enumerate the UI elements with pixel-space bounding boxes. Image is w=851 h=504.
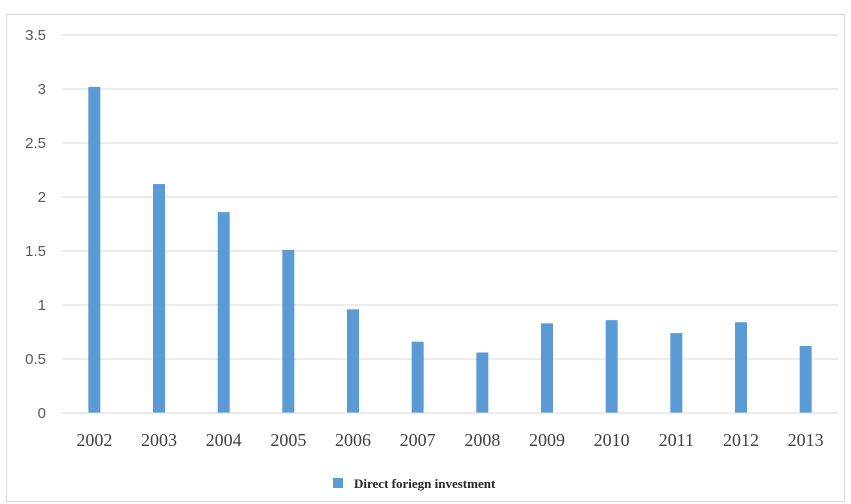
bar: [605, 320, 618, 413]
bar: [217, 212, 230, 413]
x-tick-label: 2002: [76, 430, 112, 450]
x-tick-label: 2003: [141, 430, 177, 450]
y-tick-label: 2: [38, 189, 46, 206]
x-tick-label: 2013: [788, 430, 824, 450]
bar: [799, 346, 812, 413]
y-tick-label: 0: [38, 405, 46, 422]
x-tick-label: 2005: [270, 430, 306, 450]
y-tick-label: 0.5: [25, 351, 46, 368]
y-axis-ticks: 0 0.5 1 1.5 2 2.5 3 3.5: [25, 27, 46, 422]
x-tick-label: 2009: [529, 430, 565, 450]
x-axis-ticks: 2002 2003 2004 2005 2006 2007 2008 2009 2010 2011…: [76, 430, 823, 450]
y-tick-label: 3.5: [25, 27, 46, 44]
x-tick-label: 2011: [659, 430, 694, 450]
bars: [88, 86, 812, 413]
bar: [411, 341, 424, 413]
y-tick-label: 1.5: [25, 243, 46, 260]
legend-swatch: [333, 478, 343, 488]
chart-frame: [6, 14, 845, 502]
bar: [735, 322, 747, 413]
y-tick-label: 1: [38, 297, 46, 314]
x-tick-label: 2006: [335, 430, 371, 450]
gridlines: [62, 34, 838, 360]
bar: [670, 333, 683, 413]
bar: [153, 184, 165, 413]
y-tick-label: 2.5: [25, 135, 46, 152]
legend: Direct foriegn investment: [333, 476, 496, 491]
x-tick-label: 2004: [206, 430, 242, 450]
bar: [541, 323, 553, 413]
x-tick-label: 2007: [400, 430, 436, 450]
x-tick-label: 2010: [594, 430, 630, 450]
legend-label: Direct foriegn investment: [354, 476, 496, 491]
x-tick-label: 2008: [464, 430, 500, 450]
y-tick-label: 3: [38, 81, 46, 98]
bar: [282, 249, 295, 413]
bar: [476, 352, 489, 413]
bar: [347, 309, 359, 413]
bar: [88, 86, 101, 413]
x-tick-label: 2012: [723, 430, 759, 450]
